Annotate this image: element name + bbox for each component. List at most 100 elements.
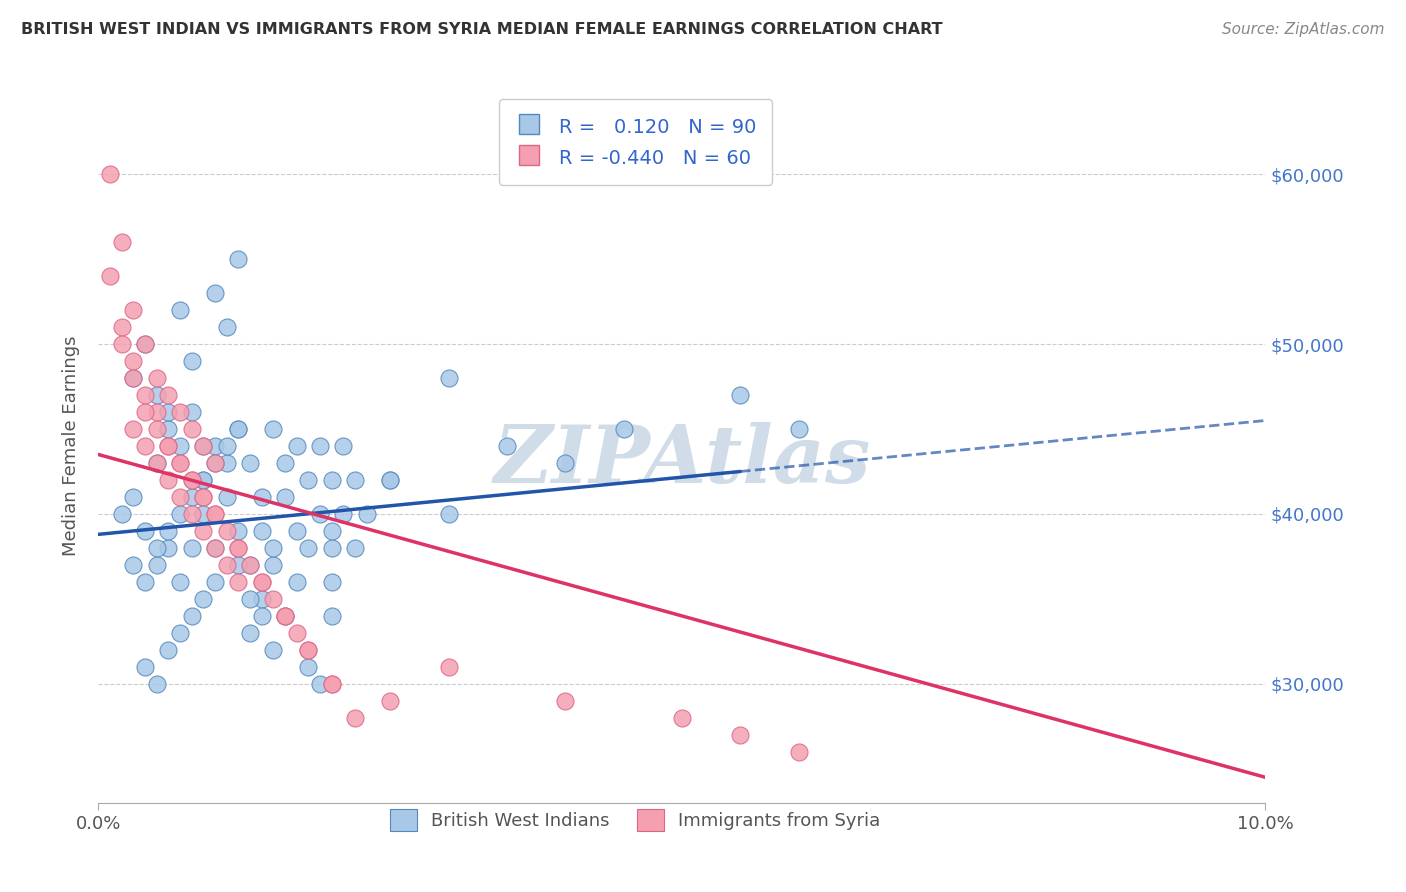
Point — [157, 524, 180, 538]
Point — [356, 507, 378, 521]
Point — [146, 558, 169, 572]
Point — [215, 558, 238, 572]
Point — [228, 558, 250, 572]
Point — [204, 507, 226, 521]
Point — [274, 608, 297, 623]
Point — [321, 608, 343, 623]
Point — [228, 524, 250, 538]
Point — [228, 252, 250, 266]
Point — [146, 388, 169, 402]
Point — [262, 558, 284, 572]
Point — [215, 439, 238, 453]
Point — [437, 371, 460, 385]
Point — [134, 388, 156, 402]
Point — [169, 405, 191, 419]
Point — [122, 371, 145, 385]
Point — [321, 677, 343, 691]
Point — [157, 643, 180, 657]
Point — [262, 541, 284, 555]
Point — [309, 439, 332, 453]
Point — [285, 574, 308, 589]
Point — [122, 303, 145, 318]
Point — [274, 608, 297, 623]
Point — [111, 507, 134, 521]
Point — [228, 541, 250, 555]
Point — [250, 490, 273, 504]
Point — [332, 439, 354, 453]
Point — [146, 405, 169, 419]
Point — [554, 694, 576, 708]
Point — [134, 337, 156, 351]
Point — [180, 405, 202, 419]
Point — [157, 473, 180, 487]
Point — [285, 439, 308, 453]
Y-axis label: Median Female Earnings: Median Female Earnings — [62, 335, 80, 557]
Point — [321, 524, 343, 538]
Point — [122, 371, 145, 385]
Point — [134, 660, 156, 674]
Point — [193, 490, 215, 504]
Point — [111, 337, 134, 351]
Point — [146, 371, 169, 385]
Point — [215, 490, 238, 504]
Point — [98, 167, 121, 181]
Point — [193, 507, 215, 521]
Point — [122, 422, 145, 436]
Point — [193, 473, 215, 487]
Point — [146, 456, 169, 470]
Point — [380, 694, 402, 708]
Point — [122, 558, 145, 572]
Point — [250, 574, 273, 589]
Point — [146, 456, 169, 470]
Point — [309, 677, 332, 691]
Point — [344, 541, 367, 555]
Point — [332, 507, 354, 521]
Point — [215, 320, 238, 334]
Point — [157, 405, 180, 419]
Point — [157, 422, 180, 436]
Point — [134, 439, 156, 453]
Point — [193, 439, 215, 453]
Point — [169, 626, 191, 640]
Point — [297, 541, 319, 555]
Point — [274, 456, 297, 470]
Point — [193, 490, 215, 504]
Point — [122, 354, 145, 368]
Point — [204, 574, 226, 589]
Point — [193, 439, 215, 453]
Point — [250, 524, 273, 538]
Point — [111, 235, 134, 249]
Point — [274, 490, 297, 504]
Point — [228, 422, 250, 436]
Point — [157, 541, 180, 555]
Point — [180, 473, 202, 487]
Point — [157, 439, 180, 453]
Text: BRITISH WEST INDIAN VS IMMIGRANTS FROM SYRIA MEDIAN FEMALE EARNINGS CORRELATION : BRITISH WEST INDIAN VS IMMIGRANTS FROM S… — [21, 22, 942, 37]
Point — [204, 286, 226, 301]
Text: ZIPAtlas: ZIPAtlas — [494, 422, 870, 499]
Point — [380, 473, 402, 487]
Point — [250, 591, 273, 606]
Point — [297, 643, 319, 657]
Point — [180, 354, 202, 368]
Point — [169, 303, 191, 318]
Point — [180, 490, 202, 504]
Point — [321, 574, 343, 589]
Point — [169, 439, 191, 453]
Point — [146, 422, 169, 436]
Point — [215, 456, 238, 470]
Point — [134, 337, 156, 351]
Point — [169, 574, 191, 589]
Point — [204, 541, 226, 555]
Point — [193, 591, 215, 606]
Point — [204, 456, 226, 470]
Point — [262, 643, 284, 657]
Point — [98, 269, 121, 284]
Point — [297, 660, 319, 674]
Point — [157, 439, 180, 453]
Point — [122, 490, 145, 504]
Point — [437, 660, 460, 674]
Point — [321, 677, 343, 691]
Point — [157, 388, 180, 402]
Point — [169, 456, 191, 470]
